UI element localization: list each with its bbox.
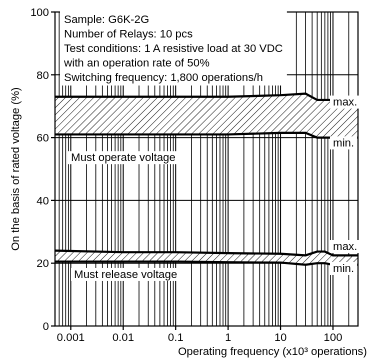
condition-test-load: Test conditions: 1 A resistive load at 3…: [64, 43, 283, 55]
band-max-line: [55, 92, 358, 102]
band-min-line: [55, 260, 358, 266]
release-label-background: [71, 267, 181, 281]
operate-voltage-label: Must operate voltage: [71, 152, 175, 164]
x-tick-label: 100: [324, 332, 343, 344]
x-tick-label: 1: [225, 332, 231, 344]
condition-operation-rate: with an operation rate of 50%: [63, 58, 210, 70]
band-min-line: [55, 131, 358, 139]
x-tick-label: 0.001: [57, 332, 85, 344]
axes: 0 20 40 60 80 100 0.001 0.01 0.1 1 10 100: [30, 7, 342, 344]
release-max-label: max.: [333, 241, 357, 253]
condition-sample: Sample: G6K-2G: [64, 14, 149, 26]
y-tick-label: 20: [37, 258, 49, 270]
x-tick-label: 10: [274, 332, 286, 344]
operate-max-label: max.: [333, 97, 357, 109]
y-axis-title: On the basis of rated voltage (%): [10, 87, 22, 251]
release-voltage-label: Must release voltage: [74, 269, 177, 281]
y-tick-label: 40: [37, 195, 49, 207]
release-min-label-background: [330, 261, 358, 275]
voltage-bands: [54, 92, 358, 266]
release-max-label-background: [330, 240, 361, 254]
operate-max-label-background: [330, 95, 361, 109]
band-hatch: [55, 93, 358, 138]
x-axis-title: Operating frequency (x10³ operations): [178, 346, 367, 358]
x-tick-label: 0.01: [112, 332, 134, 344]
conditions-box: [60, 11, 287, 86]
operate-min-label-background: [330, 136, 358, 150]
x-tick-label: 0.1: [168, 332, 184, 344]
y-tick-label: 0: [43, 321, 49, 333]
operate-label-background: [68, 151, 179, 165]
condition-switching-frequency: Switching frequency: 1,800 operations/h: [64, 72, 263, 84]
operate-min-label: min.: [333, 137, 354, 149]
band-max-line: [54, 249, 358, 257]
condition-relay-count: Number of Relays: 10 pcs: [64, 29, 193, 41]
y-tick-label: 100: [30, 7, 49, 19]
release-min-label: min.: [333, 263, 354, 275]
y-tick-label: 60: [37, 133, 49, 145]
y-tick-label: 80: [37, 70, 49, 82]
